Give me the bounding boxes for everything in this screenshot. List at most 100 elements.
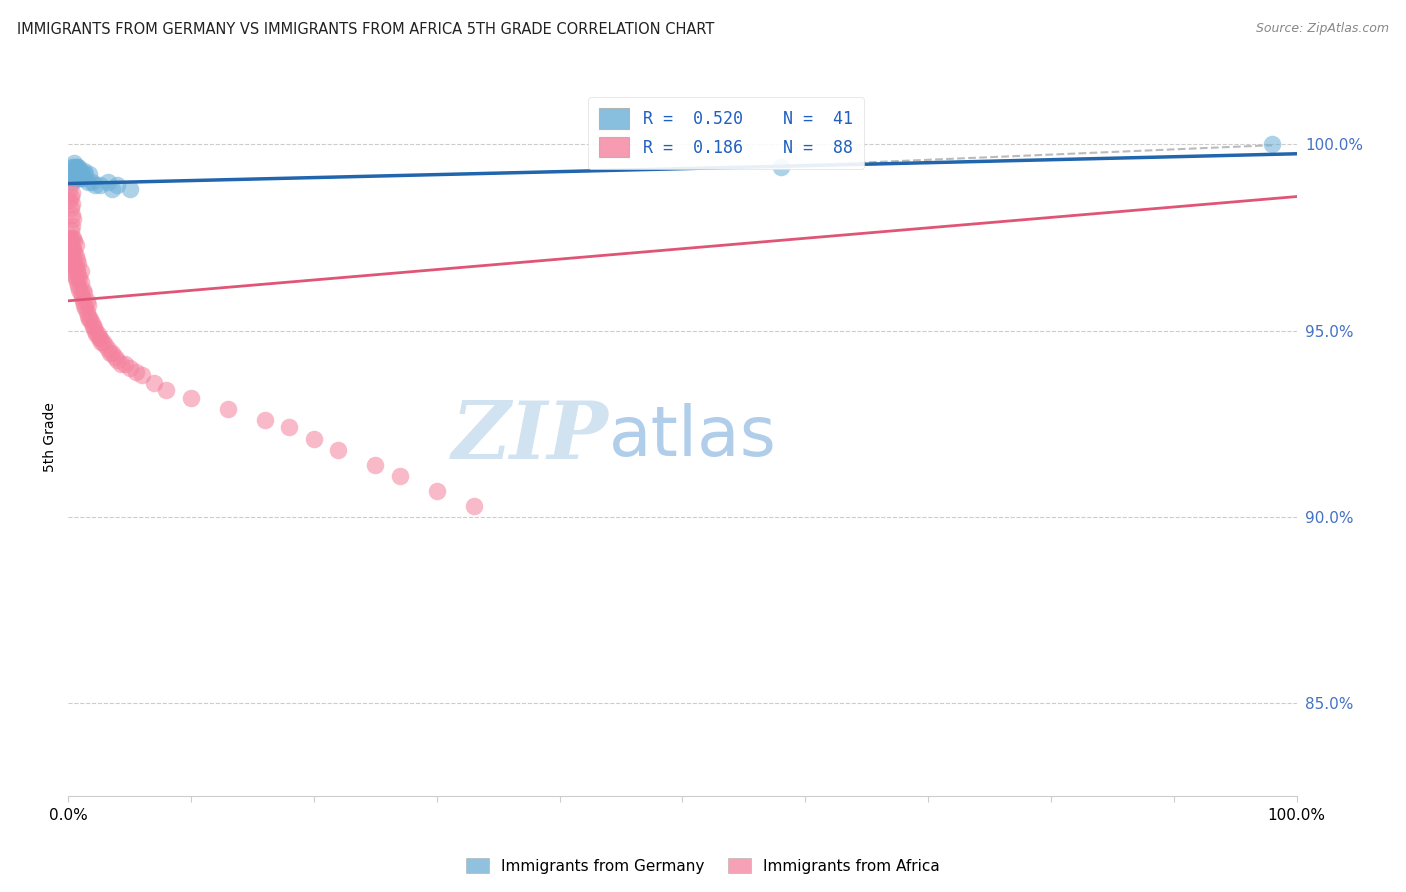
- Point: [1261, 137, 1284, 152]
- Point: [89, 178, 111, 193]
- Point: [769, 160, 792, 174]
- Point: [76, 293, 98, 308]
- Point: [67, 257, 90, 271]
- Point: [125, 365, 148, 379]
- Point: [66, 264, 89, 278]
- Point: [72, 293, 94, 308]
- Point: [66, 167, 89, 181]
- Point: [65, 238, 87, 252]
- Point: [73, 163, 96, 178]
- Text: IMMIGRANTS FROM GERMANY VS IMMIGRANTS FROM AFRICA 5TH GRADE CORRELATION CHART: IMMIGRANTS FROM GERMANY VS IMMIGRANTS FR…: [17, 22, 714, 37]
- Point: [60, 186, 83, 200]
- Point: [69, 264, 91, 278]
- Point: [69, 171, 91, 186]
- Point: [72, 171, 94, 186]
- Point: [87, 331, 110, 345]
- Point: [84, 324, 107, 338]
- Point: [77, 297, 100, 311]
- Point: [67, 268, 90, 282]
- Point: [60, 175, 83, 189]
- Point: [328, 442, 350, 457]
- Point: [69, 163, 91, 178]
- Text: Source: ZipAtlas.com: Source: ZipAtlas.com: [1256, 22, 1389, 36]
- Point: [70, 167, 93, 181]
- Point: [63, 156, 86, 170]
- Point: [463, 499, 485, 513]
- Point: [101, 182, 124, 196]
- Point: [86, 327, 108, 342]
- Legend: Immigrants from Germany, Immigrants from Africa: Immigrants from Germany, Immigrants from…: [460, 852, 946, 880]
- Point: [94, 338, 117, 352]
- Point: [66, 171, 89, 186]
- Point: [67, 163, 90, 178]
- Point: [96, 343, 118, 357]
- Point: [65, 260, 87, 275]
- Point: [59, 201, 82, 215]
- Point: [77, 312, 100, 326]
- Point: [89, 331, 111, 345]
- Point: [58, 230, 80, 244]
- Point: [62, 171, 84, 186]
- Point: [59, 163, 82, 178]
- Point: [77, 175, 100, 189]
- Point: [62, 252, 84, 267]
- Point: [67, 171, 90, 186]
- Text: ZIP: ZIP: [451, 398, 609, 475]
- Point: [143, 376, 166, 390]
- Point: [253, 413, 276, 427]
- Point: [60, 197, 83, 211]
- Point: [60, 208, 83, 222]
- Point: [278, 420, 301, 434]
- Point: [180, 391, 202, 405]
- Point: [58, 182, 80, 196]
- Point: [66, 275, 89, 289]
- Text: atlas: atlas: [609, 403, 776, 470]
- Point: [83, 319, 105, 334]
- Point: [60, 242, 83, 256]
- Point: [82, 319, 104, 334]
- Point: [84, 178, 107, 193]
- Point: [59, 245, 82, 260]
- Point: [80, 316, 103, 330]
- Point: [75, 301, 97, 316]
- Point: [118, 182, 141, 196]
- Point: [60, 160, 83, 174]
- Point: [79, 312, 101, 326]
- Point: [65, 271, 87, 285]
- Point: [77, 309, 100, 323]
- Point: [63, 245, 86, 260]
- Point: [76, 305, 98, 319]
- Point: [69, 286, 91, 301]
- Point: [105, 178, 128, 193]
- Point: [59, 257, 82, 271]
- Point: [105, 353, 128, 368]
- Point: [73, 286, 96, 301]
- Point: [388, 468, 411, 483]
- Point: [63, 163, 86, 178]
- Point: [131, 368, 153, 383]
- Point: [60, 230, 83, 244]
- Legend: R =  0.520    N =  41, R =  0.186    N =  88: R = 0.520 N = 41, R = 0.186 N = 88: [588, 96, 865, 169]
- Point: [58, 252, 80, 267]
- Point: [75, 167, 97, 181]
- Point: [62, 242, 84, 256]
- Point: [65, 163, 87, 178]
- Point: [66, 160, 89, 174]
- Point: [67, 171, 90, 186]
- Point: [62, 160, 84, 174]
- Point: [59, 167, 82, 181]
- Point: [98, 346, 121, 360]
- Point: [66, 252, 89, 267]
- Y-axis label: 5th Grade: 5th Grade: [44, 401, 58, 472]
- Point: [67, 283, 90, 297]
- Point: [110, 357, 132, 371]
- Point: [77, 167, 100, 181]
- Point: [60, 167, 83, 181]
- Point: [70, 290, 93, 304]
- Point: [65, 171, 87, 186]
- Point: [58, 194, 80, 208]
- Point: [67, 271, 90, 285]
- Point: [59, 189, 82, 203]
- Point: [91, 334, 114, 349]
- Point: [101, 346, 124, 360]
